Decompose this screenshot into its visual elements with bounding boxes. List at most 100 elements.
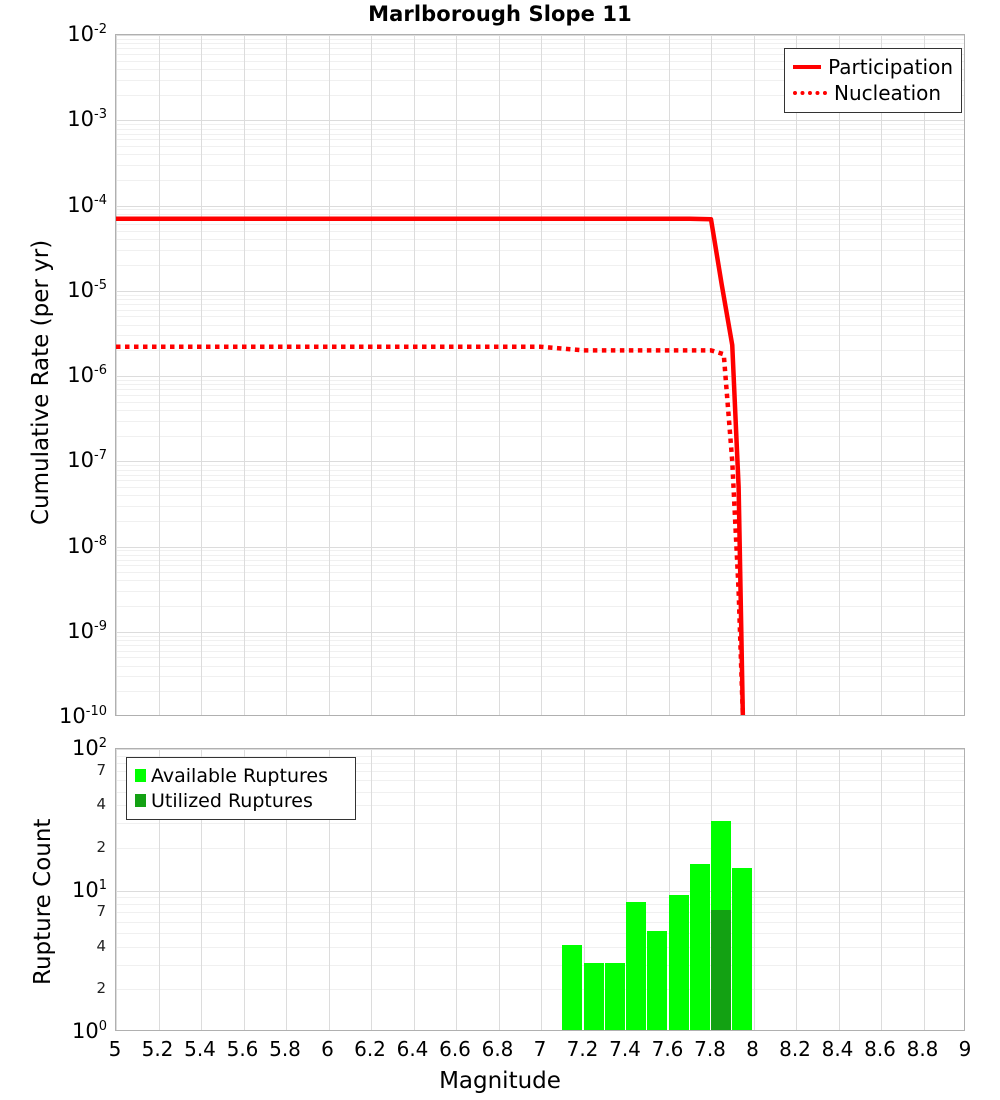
gridline-h bbox=[116, 316, 964, 318]
cumulative-rate-plot bbox=[115, 34, 965, 716]
y-tick-label: 102 bbox=[71, 736, 107, 760]
gridline-v bbox=[371, 749, 372, 1030]
gridline-h bbox=[116, 550, 964, 552]
x-axis-label: Magnitude bbox=[439, 1068, 561, 1094]
bottom-y-axis-label: Rupture Count bbox=[30, 818, 56, 985]
gridline-h bbox=[116, 154, 964, 156]
gridline-v bbox=[626, 35, 627, 715]
bar-available bbox=[562, 944, 583, 1030]
gridline-h bbox=[116, 324, 964, 326]
gridline-h bbox=[116, 394, 964, 396]
x-tick-label: 8.6 bbox=[864, 1037, 896, 1061]
legend-label-available: Available Ruptures bbox=[151, 764, 328, 787]
legend-label-utilized: Utilized Ruptures bbox=[151, 789, 313, 812]
gridline-h bbox=[116, 904, 964, 906]
gridline-h bbox=[116, 335, 964, 337]
gridline-h bbox=[116, 572, 964, 574]
gridline-h bbox=[116, 376, 964, 377]
gridline-v bbox=[158, 35, 160, 715]
gridline-h bbox=[116, 989, 964, 991]
gridline-h bbox=[116, 912, 964, 914]
gridline-h bbox=[116, 691, 964, 693]
x-tick-label: 9 bbox=[958, 1037, 972, 1061]
gridline-h bbox=[116, 120, 964, 122]
gridline-h bbox=[116, 38, 964, 40]
gridline-h bbox=[116, 635, 964, 637]
gridline-h bbox=[116, 304, 964, 305]
x-tick-label: 8.2 bbox=[779, 1037, 811, 1061]
gridline-h bbox=[116, 48, 964, 50]
gridline-h bbox=[116, 559, 964, 561]
gridline-h bbox=[116, 465, 964, 467]
gridline-h bbox=[116, 823, 964, 824]
y-tick-label: 10-9 bbox=[67, 618, 107, 643]
rate-legend: Participation Nucleation bbox=[784, 48, 962, 113]
gridline-h bbox=[116, 224, 964, 226]
x-tick-label: 7.2 bbox=[566, 1037, 599, 1061]
gridline-v bbox=[413, 35, 415, 715]
x-tick-label: 5.8 bbox=[269, 1037, 301, 1061]
y-tick-minor-label: 4 bbox=[96, 936, 106, 955]
y-tick-label: 10-6 bbox=[67, 363, 107, 387]
legend-item-available: Available Ruptures bbox=[135, 763, 347, 788]
gridline-v bbox=[328, 749, 330, 1030]
y-tick-label: 10-10 bbox=[59, 704, 107, 728]
bar-available bbox=[689, 863, 710, 1030]
x-tick-label: 7.8 bbox=[694, 1037, 726, 1061]
gridline-v bbox=[881, 35, 882, 715]
nucleation-line-icon bbox=[793, 91, 827, 95]
gridline-h bbox=[116, 890, 964, 892]
gridline-h bbox=[116, 133, 964, 135]
x-tick-label: 5 bbox=[108, 1037, 122, 1061]
gridline-v bbox=[243, 749, 245, 1030]
gridline-h bbox=[116, 290, 964, 292]
gridline-v bbox=[881, 749, 882, 1030]
y-tick-label: 101 bbox=[71, 877, 107, 902]
gridline-v bbox=[668, 35, 670, 715]
gridline-v bbox=[116, 35, 117, 715]
gridline-h bbox=[116, 384, 964, 386]
gridline-v bbox=[753, 749, 755, 1030]
gridline-v bbox=[201, 35, 202, 715]
x-tick-label: 6.6 bbox=[439, 1037, 471, 1061]
gridline-v bbox=[583, 749, 585, 1030]
gridline-v bbox=[456, 35, 457, 715]
x-tick-label: 7 bbox=[533, 1037, 547, 1061]
gridline-h bbox=[116, 401, 964, 403]
gridline-h bbox=[116, 805, 964, 807]
gridline-v bbox=[838, 749, 840, 1030]
gridline-h bbox=[116, 650, 964, 652]
gridline-h bbox=[116, 921, 964, 923]
gridline-h bbox=[116, 964, 964, 966]
gridline-h bbox=[116, 520, 964, 522]
gridline-h bbox=[116, 606, 964, 608]
legend-item-nucleation: Nucleation bbox=[793, 80, 953, 106]
rate-curves bbox=[116, 216, 746, 715]
gridline-h bbox=[116, 409, 964, 411]
x-tick-label: 6.8 bbox=[481, 1037, 514, 1061]
y-tick-label: 10-4 bbox=[67, 192, 107, 217]
gridline-h bbox=[116, 239, 964, 241]
gridline-v bbox=[498, 35, 500, 715]
participation-line-icon bbox=[793, 65, 822, 69]
gridline-v bbox=[711, 35, 712, 715]
gridline-h bbox=[116, 495, 964, 497]
y-tick-minor-label: 7 bbox=[96, 902, 106, 921]
gridline-v bbox=[923, 35, 925, 715]
gridline-h bbox=[116, 486, 964, 488]
gridline-h bbox=[116, 265, 964, 267]
legend-item-utilized: Utilized Ruptures bbox=[135, 788, 347, 813]
gridline-v bbox=[498, 749, 500, 1030]
gridline-h bbox=[116, 469, 964, 471]
top-y-axis-label: Cumulative Rate (per yr) bbox=[28, 239, 54, 525]
gridline-h bbox=[116, 631, 964, 633]
gridline-h bbox=[116, 791, 964, 793]
gridline-h bbox=[116, 250, 964, 252]
gridline-v bbox=[796, 749, 797, 1030]
y-tick-minor-label: 2 bbox=[96, 837, 106, 856]
gridline-v bbox=[583, 35, 585, 715]
gridline-h bbox=[116, 35, 964, 36]
gridline-v bbox=[328, 35, 330, 715]
available-swatch-icon bbox=[135, 769, 146, 782]
